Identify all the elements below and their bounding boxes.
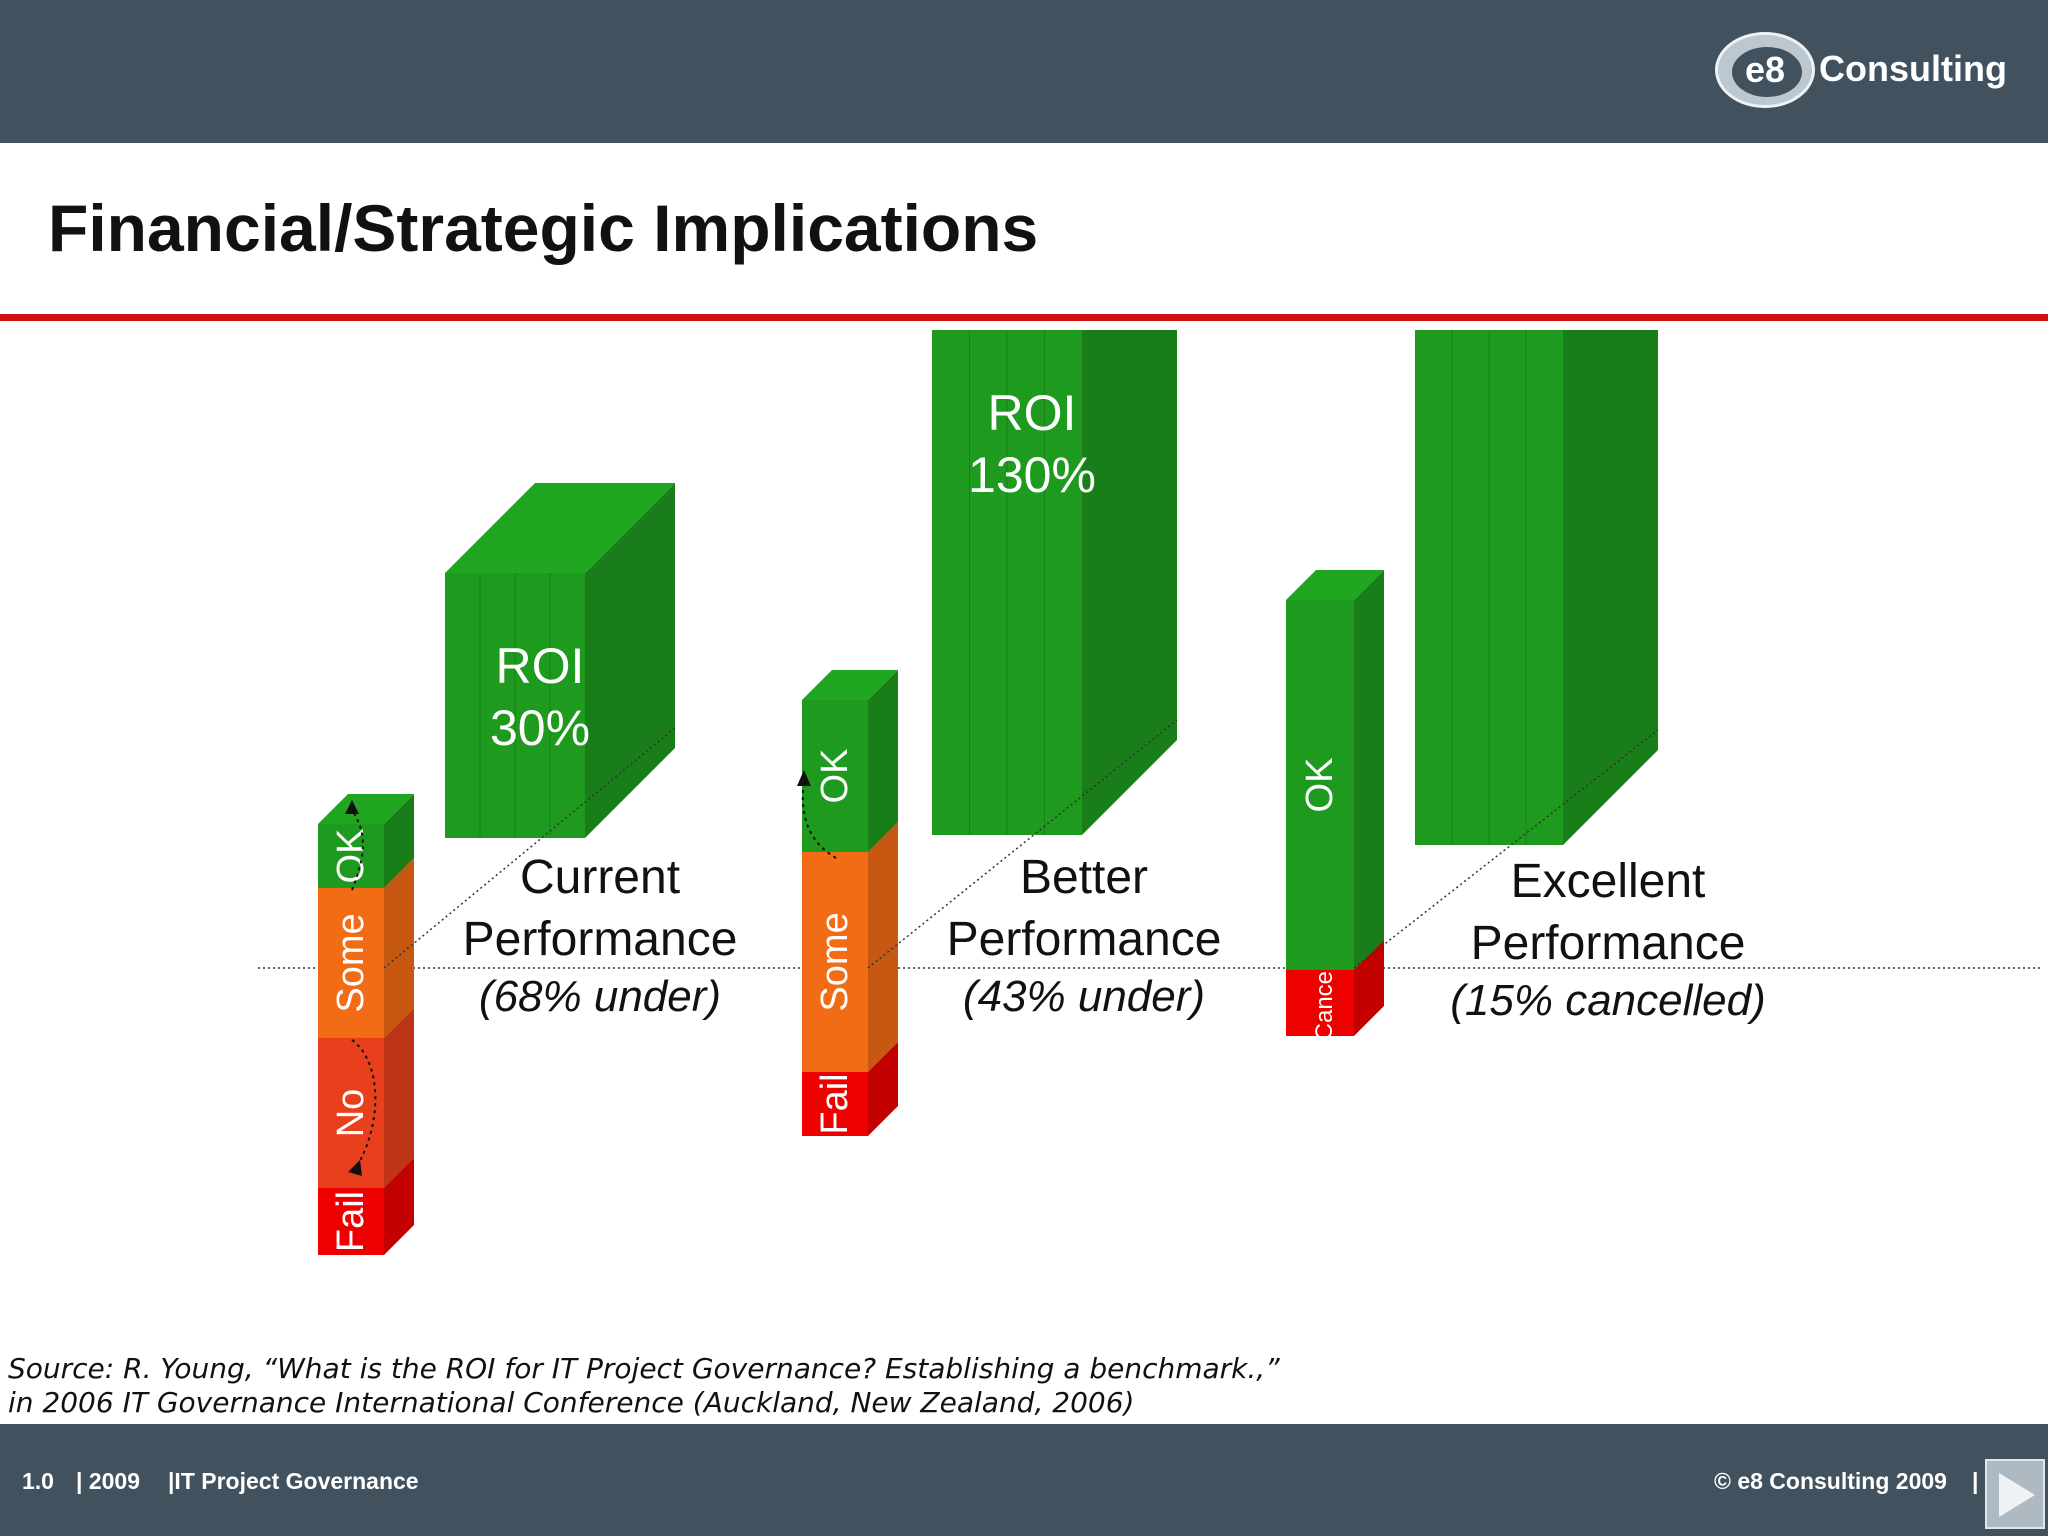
stack-label-ok: OK — [814, 749, 856, 804]
roi-label: ROI — [988, 385, 1077, 441]
caption-note: (43% under) — [963, 972, 1205, 1021]
stack-label-cancel: Cancel — [1311, 966, 1338, 1041]
footer-copyright: © e8 Consulting 2009 — [1714, 1468, 1947, 1494]
arrow-head-icon — [345, 800, 359, 814]
connector-line — [1353, 729, 1659, 969]
roi-value: 30% — [490, 700, 590, 756]
stack-label-some: Some — [330, 913, 372, 1012]
stack-current-no — [318, 1038, 384, 1188]
logo-mark: e8 — [1744, 49, 1786, 90]
stack-label-fail: Fail — [330, 1191, 372, 1252]
stack-excellent-ok-side — [1354, 570, 1384, 970]
caption-subtitle: Performance — [1471, 917, 1746, 970]
footer-topic: |IT Project Governance — [168, 1468, 419, 1494]
connector-line — [867, 719, 1178, 969]
roi-block-excellent-side — [1563, 330, 1658, 845]
arrow-head-icon — [797, 770, 811, 786]
stack-better-fail-side — [868, 1042, 898, 1136]
stack-label-ok: OK — [330, 829, 372, 884]
footer-separator: | — [1972, 1468, 1979, 1494]
stack-better-ok-side — [868, 670, 898, 852]
footer-bar: 1.0 | 2009 |IT Project Governance © e8 C… — [0, 1424, 2048, 1536]
stack-label-no: No — [330, 1089, 372, 1138]
arrow-head-icon — [348, 1160, 362, 1176]
stack-label-fail: Fail — [814, 1073, 856, 1134]
roi-label: ROI — [496, 638, 585, 694]
header-bar: e8 Consulting — [0, 0, 2048, 143]
arrow-no-to-fail — [351, 1039, 377, 1171]
roi-chart: Fail No Some OK ROI 30% Current Performance (68%… — [258, 330, 2040, 1255]
caption-note: (15% cancelled) — [1450, 976, 1766, 1025]
caption-title: Better — [1020, 851, 1148, 904]
caption-subtitle: Performance — [463, 913, 738, 966]
stack-label-some: Some — [814, 912, 856, 1011]
stack-current-ok — [318, 824, 384, 888]
stack-excellent-ok-top — [1286, 570, 1384, 600]
play-arrow-icon — [1999, 1473, 2035, 1517]
caption-title: Excellent — [1511, 855, 1706, 908]
source-citation: Source: R. Young, “What is the ROI for I… — [8, 1352, 1280, 1420]
stack-excellent-cancel-side — [1354, 940, 1384, 1036]
footer-year: | 2009 — [76, 1468, 140, 1494]
caption-title: Current — [520, 851, 680, 904]
stack-current-fail-side — [384, 1158, 414, 1255]
stack-better-ok-top — [802, 670, 898, 700]
stack-current-fail — [318, 1188, 384, 1255]
stack-better-ok — [802, 700, 868, 852]
stack-excellent-ok — [1286, 600, 1354, 970]
slide-title: Financial/Strategic Implications — [48, 191, 1039, 265]
stack-better-some — [802, 852, 868, 1072]
arrow-some-to-ok — [351, 809, 364, 891]
stack-better-some-side — [868, 822, 898, 1072]
title-divider — [0, 314, 2048, 321]
stack-label-ok: OK — [1299, 758, 1341, 813]
roi-block-current-top — [445, 483, 675, 573]
stack-current-some-side — [384, 858, 414, 1038]
logo-oval — [1715, 32, 1815, 108]
source-line-1: Source: R. Young, “What is the ROI for I… — [8, 1352, 1280, 1385]
stack-current-some — [318, 888, 384, 1038]
next-slide-button[interactable] — [1985, 1459, 2045, 1529]
logo-text: Consulting — [1819, 48, 2007, 89]
stack-current-no-side — [384, 1008, 414, 1188]
stack-better-fail — [802, 1072, 868, 1136]
stack-excellent-cancel — [1286, 970, 1354, 1036]
caption-subtitle: Performance — [947, 913, 1222, 966]
caption-note: (68% under) — [479, 972, 721, 1021]
stack-current-ok-top — [318, 794, 414, 824]
roi-block-better-side — [1082, 330, 1177, 835]
footer-version: 1.0 — [22, 1468, 54, 1494]
source-line-2: in 2006 IT Governance International Conf… — [8, 1386, 1135, 1419]
roi-block-current-side — [585, 483, 675, 838]
stack-current-ok-side — [384, 794, 414, 888]
roi-value: 130% — [968, 447, 1096, 503]
